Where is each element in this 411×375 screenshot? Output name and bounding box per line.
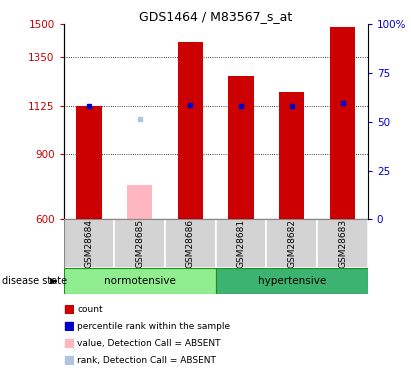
Bar	[317, 219, 368, 268]
Bar	[65, 322, 73, 330]
Bar	[216, 219, 266, 268]
Text: hypertensive: hypertensive	[258, 276, 326, 286]
Bar	[178, 42, 203, 219]
Bar	[64, 219, 114, 268]
Text: GSM28683: GSM28683	[338, 219, 347, 268]
Bar	[165, 219, 216, 268]
Bar	[65, 356, 73, 364]
Bar	[216, 268, 368, 294]
Text: GSM28681: GSM28681	[237, 219, 246, 268]
Bar	[65, 339, 73, 346]
Title: GDS1464 / M83567_s_at: GDS1464 / M83567_s_at	[139, 10, 292, 23]
Bar	[114, 219, 165, 268]
Text: GSM28682: GSM28682	[287, 219, 296, 268]
Bar	[64, 268, 216, 294]
Text: GSM28685: GSM28685	[135, 219, 144, 268]
Bar	[65, 305, 73, 313]
Bar	[279, 92, 305, 219]
Text: disease state: disease state	[2, 276, 67, 286]
Text: count: count	[77, 305, 103, 314]
Bar	[330, 27, 355, 219]
Bar	[266, 219, 317, 268]
Bar	[76, 106, 102, 219]
Text: GSM28686: GSM28686	[186, 219, 195, 268]
Text: value, Detection Call = ABSENT: value, Detection Call = ABSENT	[77, 339, 221, 348]
Bar	[229, 76, 254, 219]
Bar	[127, 185, 152, 219]
Text: percentile rank within the sample: percentile rank within the sample	[77, 322, 231, 331]
Text: normotensive: normotensive	[104, 276, 175, 286]
Text: rank, Detection Call = ABSENT: rank, Detection Call = ABSENT	[77, 356, 216, 364]
Text: GSM28684: GSM28684	[85, 219, 94, 268]
